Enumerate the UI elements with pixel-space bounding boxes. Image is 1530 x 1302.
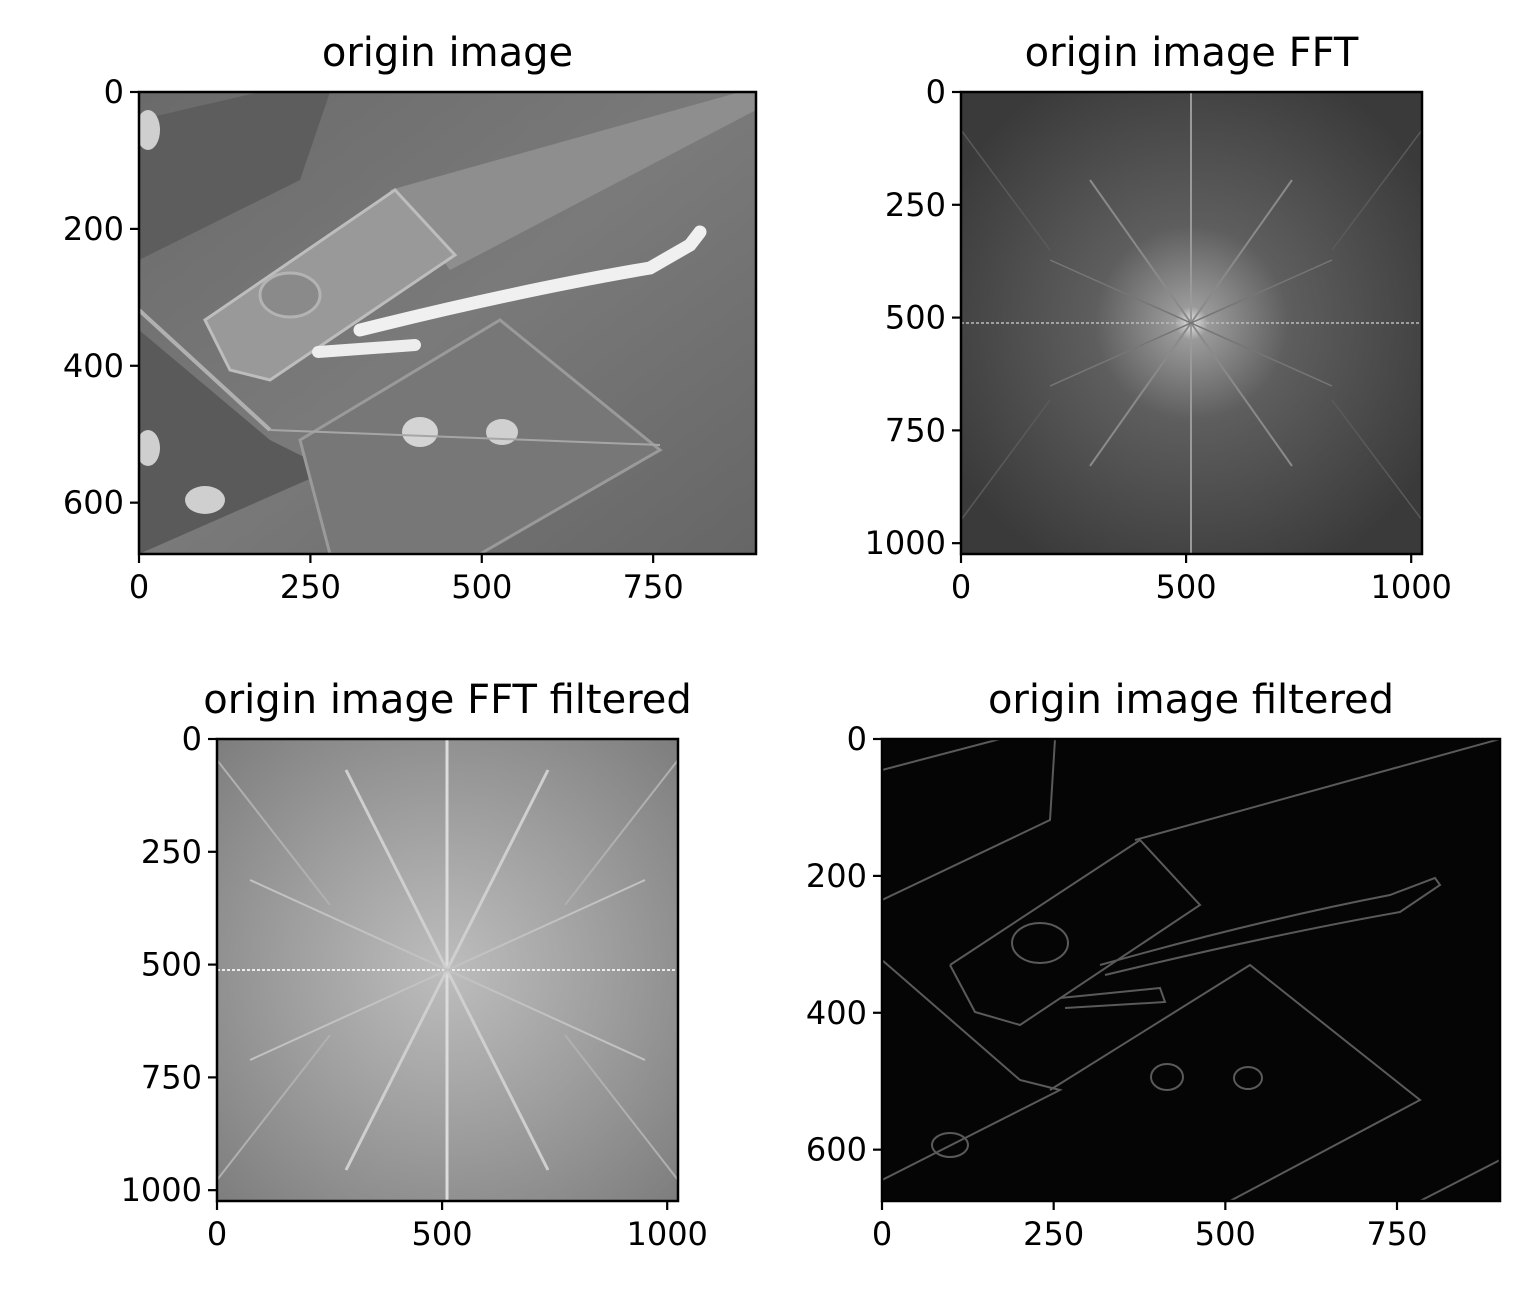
x-tick-label: 750 <box>623 568 684 606</box>
y-tick-label: 200 <box>63 210 124 248</box>
y-tick-label: 1000 <box>121 1171 202 1209</box>
pad-structure <box>298 318 663 554</box>
fiber <box>353 225 707 337</box>
x-tick-label: 500 <box>1156 568 1217 606</box>
axes-frame <box>215 737 680 1203</box>
edge-outline <box>1011 922 1069 964</box>
x-tick-label: 250 <box>1023 1215 1084 1253</box>
y-tick-label: 200 <box>806 857 867 895</box>
edge-highlight <box>269 429 661 446</box>
fft-streak <box>1049 259 1333 387</box>
fft-streak <box>1331 129 1422 251</box>
droplet <box>139 430 160 466</box>
y-tick-label: 0 <box>847 720 867 758</box>
fft-streak <box>1331 399 1422 521</box>
panel-origin-image-filtered <box>882 739 1500 1201</box>
image-filtered <box>882 739 1500 1201</box>
y-tick-label: 400 <box>806 994 867 1032</box>
axes-1: origin image 0 250 500 750 0 200 400 600 <box>63 30 758 606</box>
y-tick-label: 750 <box>885 411 946 449</box>
chart-title: origin image FFT <box>1025 30 1359 76</box>
y-tick-label: 600 <box>806 1131 867 1169</box>
edge-outline <box>882 959 1063 1181</box>
fft-streak <box>564 1034 678 1181</box>
x-tick-label: 500 <box>451 568 512 606</box>
panel-origin-image <box>139 92 756 554</box>
fft-streak <box>961 399 1051 521</box>
x-tick-label: 0 <box>951 568 971 606</box>
x-tick-label: 0 <box>207 1215 227 1253</box>
edge-outline <box>1150 1063 1184 1091</box>
fft-streak <box>564 759 678 906</box>
chart-title: origin image FFT filtered <box>203 677 692 723</box>
fft-streak <box>217 1034 331 1181</box>
droplet <box>139 110 160 150</box>
edge-outline <box>1233 1066 1263 1090</box>
y-tick-label: 400 <box>63 347 124 385</box>
panel-origin-image-fft-filtered <box>217 739 678 1201</box>
x-tick-label: 0 <box>129 568 149 606</box>
x-tick-label: 500 <box>1195 1215 1256 1253</box>
y-tick-label: 0 <box>104 73 124 111</box>
x-tick-label: 250 <box>280 568 341 606</box>
x-tick-label: 500 <box>412 1215 473 1253</box>
y-tick-label: 600 <box>63 484 124 522</box>
y-tick-label: 250 <box>141 833 202 871</box>
y-tick-label: 500 <box>141 946 202 984</box>
bump <box>258 271 322 319</box>
y-tick-label: 0 <box>926 73 946 111</box>
edge-outline <box>882 739 1057 901</box>
droplet <box>185 486 225 514</box>
x-tick-label: 750 <box>1366 1215 1427 1253</box>
chart-title: origin image <box>322 30 573 76</box>
edge-outline <box>1419 1159 1500 1201</box>
edge-outline <box>1049 963 1422 1201</box>
chart-title: origin image filtered <box>988 677 1394 723</box>
y-tick-label: 750 <box>141 1058 202 1096</box>
y-tick-label: 1000 <box>865 524 946 562</box>
x-tick-label: 1000 <box>626 1215 707 1253</box>
fft-streak <box>249 879 646 1061</box>
fft-streak <box>961 129 1051 251</box>
axes-4: origin image filtered 0 250 500 750 0 200 400 60… <box>806 677 1502 1253</box>
beam-structure <box>203 188 458 382</box>
fiber <box>312 339 421 358</box>
x-tick-label: 1000 <box>1370 568 1451 606</box>
edge-outline <box>1059 986 1167 1009</box>
edge-outline <box>949 838 1202 1027</box>
axes-frame <box>137 90 758 556</box>
axes-frame <box>880 737 1502 1203</box>
edge-outline <box>1099 876 1442 976</box>
beam-structure <box>390 92 756 270</box>
edge-highlight <box>139 308 272 432</box>
droplet <box>402 417 438 447</box>
y-tick-label: 0 <box>182 720 202 758</box>
y-tick-label: 250 <box>885 186 946 224</box>
y-tick-label: 500 <box>885 299 946 337</box>
droplet <box>486 419 518 445</box>
edge-outline <box>931 1132 969 1158</box>
axes-frame <box>959 90 1424 556</box>
fft-streak <box>217 759 331 906</box>
pad-structure <box>139 92 330 260</box>
panel-origin-image-fft <box>961 92 1422 554</box>
edge-outline <box>1134 739 1500 841</box>
x-tick-label: 0 <box>872 1215 892 1253</box>
